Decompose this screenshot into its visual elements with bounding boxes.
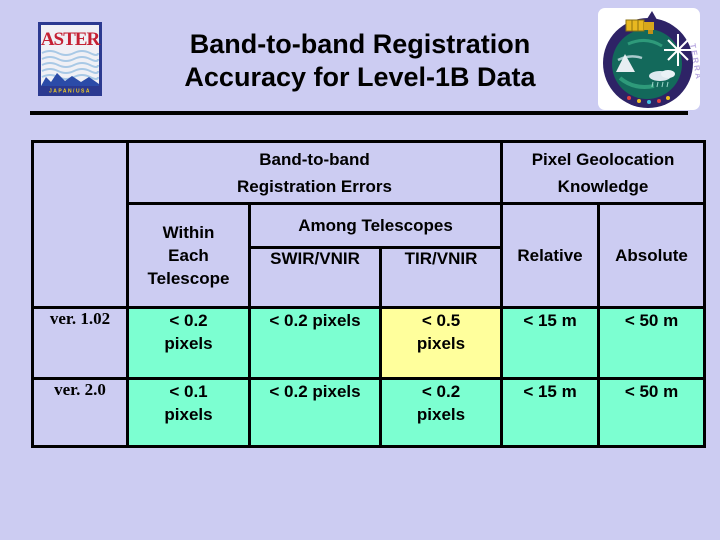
- accuracy-table: Band-to-band Registration Errors Pixel G…: [31, 140, 707, 448]
- cell-v20-absolute: < 50 m: [597, 377, 707, 448]
- terra-satellite: [625, 19, 654, 34]
- cell-v102-within: < 0.2 pixels: [126, 306, 251, 380]
- group-header-registration-errors: Band-to-band Registration Errors: [125, 140, 504, 205]
- aster-logo: ASTER JAPAN/USA: [38, 22, 102, 96]
- row-label-ver-1-02: ver. 1.02: [31, 306, 129, 380]
- page-title-line2: Accuracy for Level-1B Data: [184, 62, 536, 92]
- aster-mountains: [41, 73, 99, 88]
- cell-v102-tir-vnir-highlighted: < 0.5 pixels: [378, 306, 504, 380]
- table-row-ver-1-02: ver. 1.02 < 0.2 pixels < 0.2 pixels < 0.…: [31, 306, 707, 380]
- col-header-absolute: Absolute: [597, 202, 707, 309]
- group-header-pixel-geolocation: Pixel Geolocation Knowledge: [500, 140, 707, 205]
- terra-logo: TERRA: [598, 8, 703, 110]
- cell-v102-absolute: < 50 m: [597, 306, 707, 380]
- cell-v20-tir-vnir: < 0.2 pixels: [378, 377, 504, 448]
- terra-rain-cloud: [649, 70, 675, 88]
- terra-badge-graphic: TERRA: [598, 8, 703, 110]
- aster-logo-graphic: ASTER JAPAN/USA: [38, 22, 102, 96]
- table-row-ver-2-0: ver. 2.0 < 0.1 pixels < 0.2 pixels < 0.2…: [31, 377, 707, 448]
- col-header-within-each-telescope: Within Each Telescope: [126, 202, 251, 309]
- terra-instrument-dots: [627, 96, 670, 104]
- aster-logo-caption: JAPAN/USA: [49, 89, 91, 95]
- col-header-swir-vnir: SWIR/VNIR: [248, 246, 382, 309]
- cell-v20-relative: < 15 m: [500, 377, 601, 448]
- col-header-among-telescopes: Among Telescopes: [247, 202, 504, 249]
- cell-v102-relative: < 15 m: [500, 306, 601, 380]
- cell-v102-swir-vnir: < 0.2 pixels: [248, 306, 382, 380]
- corner-cell: [31, 140, 129, 309]
- col-header-tir-vnir: TIR/VNIR: [378, 246, 504, 309]
- col-header-relative: Relative: [500, 202, 601, 309]
- cell-v20-swir-vnir: < 0.2 pixels: [248, 377, 382, 448]
- row-label-ver-2-0: ver. 2.0: [31, 377, 129, 448]
- cell-v20-within: < 0.1 pixels: [126, 377, 251, 448]
- aster-logo-text: ASTER: [41, 29, 101, 50]
- page-title: Band-to-band Registration Accuracy for L…: [110, 28, 610, 94]
- aster-waves: [41, 50, 99, 80]
- page-title-line1: Band-to-band Registration: [189, 29, 531, 59]
- header-divider: [30, 111, 688, 115]
